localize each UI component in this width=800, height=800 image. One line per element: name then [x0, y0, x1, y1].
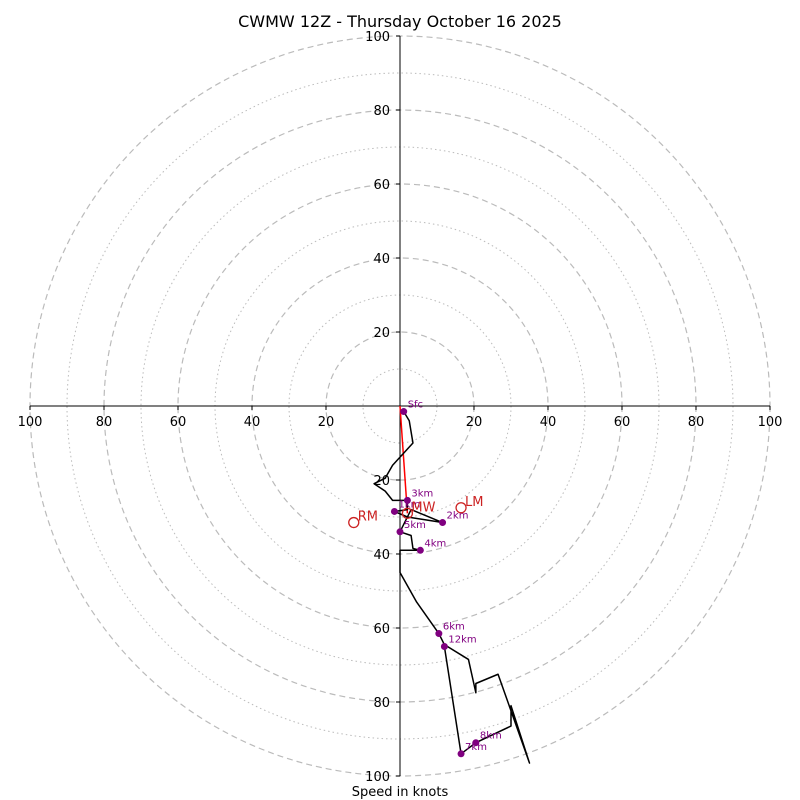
height-marker-dot — [400, 408, 408, 416]
storm-motion-marker — [455, 502, 467, 514]
y-tick-label: 20 — [373, 326, 390, 341]
storm-motion-label: MW — [411, 500, 435, 515]
storm-motion-markers: RM LM MW — [348, 495, 484, 529]
height-marker-dot — [457, 750, 465, 758]
height-marker-label: 1km — [398, 499, 420, 510]
height-marker-dot — [416, 546, 424, 554]
x-tick-label: 40 — [540, 415, 557, 430]
storm-motion-label: LM — [465, 495, 483, 510]
storm-motion-marker — [401, 507, 414, 519]
shear-vector — [399, 405, 409, 514]
height-marker-dot — [439, 519, 447, 527]
x-tick-label: 80 — [688, 415, 705, 430]
hodograph-trace — [373, 411, 531, 764]
x-tick-label: 60 — [614, 415, 631, 430]
x-tick-label: 40 — [244, 415, 261, 430]
height-marker-label: 4km — [424, 538, 446, 549]
height-marker-label: 8km — [480, 731, 502, 742]
height-marker-label: Sfc — [408, 400, 423, 411]
x-axis-label: Speed in knots — [352, 785, 449, 800]
height-marker-dot — [390, 507, 398, 515]
height-marker-dot — [403, 496, 411, 504]
height-marker-label: 2km — [447, 511, 469, 522]
y-tick-label: 60 — [373, 622, 390, 637]
y-tick-label: 40 — [373, 548, 390, 563]
height-marker-dot — [440, 643, 448, 650]
x-tick-label: 60 — [170, 415, 187, 430]
tick-labels: 100 80 60 40 20 20 40 60 80 100 20 20 40 40 60 60 80 80 10… — [18, 30, 783, 785]
y-tick-label: 20 — [373, 474, 390, 489]
storm-motion-label: RM — [358, 510, 378, 525]
height-marker-label: 5km — [404, 520, 426, 531]
x-tick-label: 100 — [758, 415, 783, 430]
height-marker-label: 12km — [448, 635, 476, 646]
storm-motion-marker — [348, 516, 360, 529]
height-marker-dot — [435, 630, 443, 638]
height-marker-dot — [396, 528, 404, 536]
height-marker-label: 7km — [465, 742, 487, 753]
y-tick-label: 80 — [373, 696, 390, 711]
y-tick-label: 60 — [373, 178, 390, 193]
x-tick-label: 100 — [18, 415, 43, 430]
height-marker-dot — [472, 739, 480, 747]
y-tick-label: 40 — [373, 252, 390, 267]
height-marker-label: 3km — [411, 488, 433, 499]
x-tick-label: 80 — [96, 415, 113, 430]
height-marker-label: 6km — [443, 622, 465, 633]
y-tick-label: 80 — [373, 104, 390, 119]
y-tick-label: 100 — [365, 30, 390, 45]
x-tick-label: 20 — [318, 415, 335, 430]
chart-title: CWMW 12Z - Thursday October 16 2025 — [238, 12, 562, 31]
x-tick-label: 20 — [466, 415, 483, 430]
y-tick-label: 100 — [365, 770, 390, 785]
